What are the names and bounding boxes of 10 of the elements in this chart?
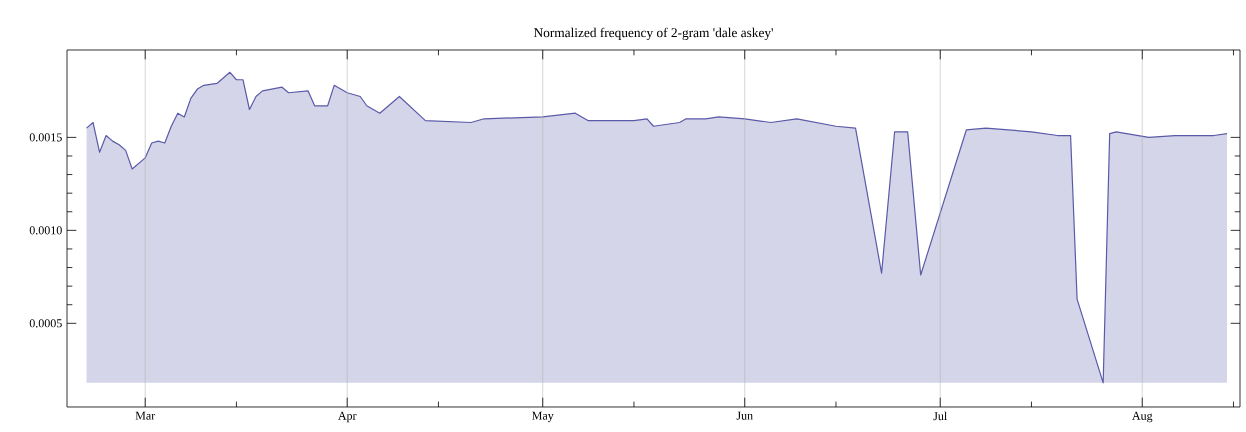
y-tick-label: 0.0005 xyxy=(29,319,62,328)
y-tick-label: 0.0015 xyxy=(29,133,62,142)
chart-title: Normalized frequency of 2-gram 'dale askey' xyxy=(533,27,773,40)
x-tick-label: Aug xyxy=(1132,411,1153,423)
x-tick-label: Mar xyxy=(135,411,156,420)
x-tick-label: May xyxy=(532,411,554,423)
x-tick-label: Apr xyxy=(338,411,357,423)
x-tick-label: Jul xyxy=(933,411,947,421)
x-tick-label: Jun xyxy=(736,411,753,420)
y-tick-label: 0.0010 xyxy=(29,226,62,235)
